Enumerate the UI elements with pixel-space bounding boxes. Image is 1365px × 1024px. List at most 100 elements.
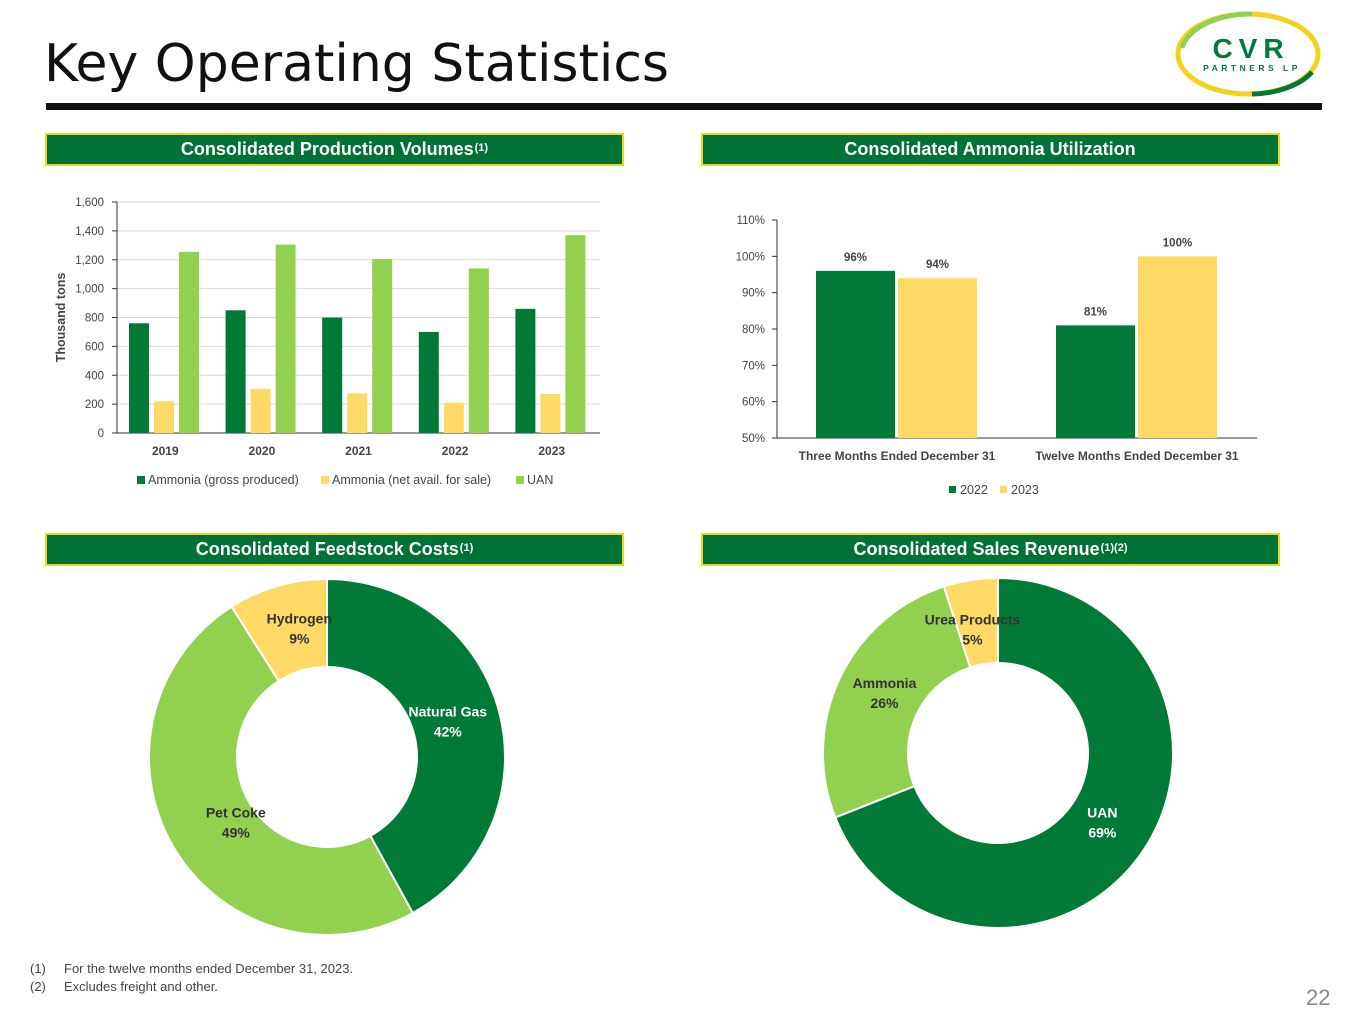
y-tick-label: 90% xyxy=(742,288,765,300)
bar-ammonia-gross-produced--2019 xyxy=(129,323,149,433)
title-divider xyxy=(46,103,1322,110)
bar-uan-2022 xyxy=(468,268,489,433)
data-label: 81% xyxy=(1084,306,1107,318)
data-label: 96% xyxy=(844,252,867,264)
footnote-2-text: Excludes freight and other. xyxy=(64,979,218,994)
legend-swatch xyxy=(137,476,145,484)
bar-uan-2019 xyxy=(179,251,199,433)
slice-natural-gas xyxy=(326,577,506,915)
footnote-1-num: (1) xyxy=(30,961,46,976)
slice-label: Urea Products xyxy=(925,612,1021,628)
logo-sub-text: PARTNERS LP xyxy=(1203,63,1301,73)
production-header-title: Consolidated Production Volumes xyxy=(180,139,474,159)
bar-ammonia-gross-produced--2020 xyxy=(225,310,246,433)
bar-ammonia-gross-produced--2022 xyxy=(418,331,439,433)
y-tick-label: 800 xyxy=(85,313,104,325)
slice-percent: 42% xyxy=(434,723,463,739)
data-label: 94% xyxy=(926,259,949,271)
slice-label: Natural Gas xyxy=(408,703,487,719)
utilization-header-title: Consolidated Ammonia Utilization xyxy=(844,139,1136,159)
x-tick-label: 2022 xyxy=(442,444,469,458)
page-title: Key Operating Statistics xyxy=(44,34,670,94)
production-header: Consolidated Production Volumes (1) xyxy=(45,133,624,166)
legend-label: Ammonia (gross produced) xyxy=(148,473,299,487)
footnote-1: (1) For the twelve months ended December … xyxy=(30,961,353,976)
logo-ring-accent xyxy=(1179,11,1253,49)
y-tick-label: 400 xyxy=(85,370,104,382)
bar-ammonia-net-avail-for-sale--2022 xyxy=(443,402,464,433)
bar-2023-1 xyxy=(1138,256,1217,438)
page-number: 22 xyxy=(1306,985,1331,1010)
bar-uan-2020 xyxy=(275,244,296,433)
bar-2023-0 xyxy=(898,278,977,438)
slice-percent: 69% xyxy=(1088,825,1117,841)
y-tick-label: 110% xyxy=(736,215,765,227)
sales-revenue-donut: UAN 69% Ammonia 26% Urea Products 5% xyxy=(822,576,1174,929)
x-tick-label: Twelve Months Ended December 31 xyxy=(1035,449,1238,463)
bar-ammonia-gross-produced--2023 xyxy=(515,308,536,433)
feedstock-header-title: Consolidated Feedstock Costs xyxy=(195,539,459,559)
bar-uan-2023 xyxy=(565,235,586,433)
x-tick-label: Three Months Ended December 31 xyxy=(799,449,996,463)
bar-ammonia-net-avail-for-sale--2023 xyxy=(540,394,561,433)
bar-ammonia-net-avail-for-sale--2021 xyxy=(347,393,368,433)
footnote-2: (2) Excludes freight and other. xyxy=(30,979,218,994)
slice-label: UAN xyxy=(1087,805,1117,821)
legend-label: UAN xyxy=(527,473,553,487)
y-tick-label: 0 xyxy=(98,428,104,440)
y-tick-label: 1,200 xyxy=(75,255,104,267)
y-tick-label: 1,600 xyxy=(75,197,104,209)
feedstock-header: Consolidated Feedstock Costs (1) xyxy=(45,533,624,566)
legend-swatch xyxy=(321,476,329,484)
logo-main-text: CVR xyxy=(1212,33,1289,64)
footnote-2-num: (2) xyxy=(30,979,46,994)
slice-urea-products xyxy=(942,576,999,669)
x-tick-label: 2019 xyxy=(152,444,179,458)
y-tick-label: 60% xyxy=(742,397,765,409)
y-tick-label: 200 xyxy=(85,399,104,411)
slice-uan xyxy=(833,576,1174,929)
slice-label: Ammonia xyxy=(853,675,917,691)
legend-label: 2022 xyxy=(960,483,988,497)
feedstock-header-sup: (1) xyxy=(459,541,474,554)
utilization-header: Consolidated Ammonia Utilization xyxy=(701,133,1280,166)
y-tick-label: 70% xyxy=(742,360,765,372)
slice-percent: 5% xyxy=(962,632,983,648)
x-tick-label: 2020 xyxy=(249,444,276,458)
legend-label: Ammonia (net avail. for sale) xyxy=(332,473,491,487)
production-volumes-chart: 0 200 400 600 800 1,000 1,200 1,400 1,600 Thousan… xyxy=(54,197,600,487)
bar-uan-2021 xyxy=(372,259,393,433)
footnote-1-text: For the twelve months ended December 31,… xyxy=(64,961,354,976)
slice-hydrogen xyxy=(230,577,328,683)
legend-swatch xyxy=(516,476,524,484)
logo-ring-accent-2 xyxy=(1251,70,1314,97)
y-axis-label: Thousand tons xyxy=(54,273,68,363)
production-header-sup: (1) xyxy=(474,141,489,154)
x-tick-label: 2021 xyxy=(345,444,372,458)
y-tick-label: 600 xyxy=(85,341,104,353)
legend-label: 2023 xyxy=(1011,483,1039,497)
legend-swatch xyxy=(1000,486,1007,493)
ammonia-utilization-chart: 50% 60% 70% 80% 90% 100% 110% 96% 94% Three Month… xyxy=(736,215,1257,497)
slice-label: Hydrogen xyxy=(267,610,332,626)
bar-ammonia-gross-produced--2021 xyxy=(322,317,343,433)
y-tick-label: 50% xyxy=(742,433,765,445)
data-label: 100% xyxy=(1163,237,1192,249)
y-tick-label: 100% xyxy=(736,251,765,263)
cvr-logo: CVR PARTNERS LP xyxy=(1175,11,1321,97)
bar-2022-0 xyxy=(816,270,895,438)
revenue-header-title: Consolidated Sales Revenue xyxy=(853,539,1100,559)
slice-percent: 9% xyxy=(289,630,310,646)
slice-label: Pet Coke xyxy=(206,805,266,821)
bar-ammonia-net-avail-for-sale--2019 xyxy=(154,401,174,433)
legend-swatch xyxy=(949,486,956,493)
slice-ammonia xyxy=(822,585,972,819)
x-tick-label: 2023 xyxy=(538,444,565,458)
feedstock-costs-donut: Natural Gas 42% Pet Coke 49% Hydrogen 9% xyxy=(148,577,506,936)
y-tick-label: 80% xyxy=(742,324,765,336)
slice-percent: 49% xyxy=(222,825,251,841)
revenue-header: Consolidated Sales Revenue (1)(2) xyxy=(701,533,1280,566)
y-tick-label: 1,400 xyxy=(75,226,104,238)
slice-percent: 26% xyxy=(870,695,899,711)
bar-2022-1 xyxy=(1056,325,1135,438)
